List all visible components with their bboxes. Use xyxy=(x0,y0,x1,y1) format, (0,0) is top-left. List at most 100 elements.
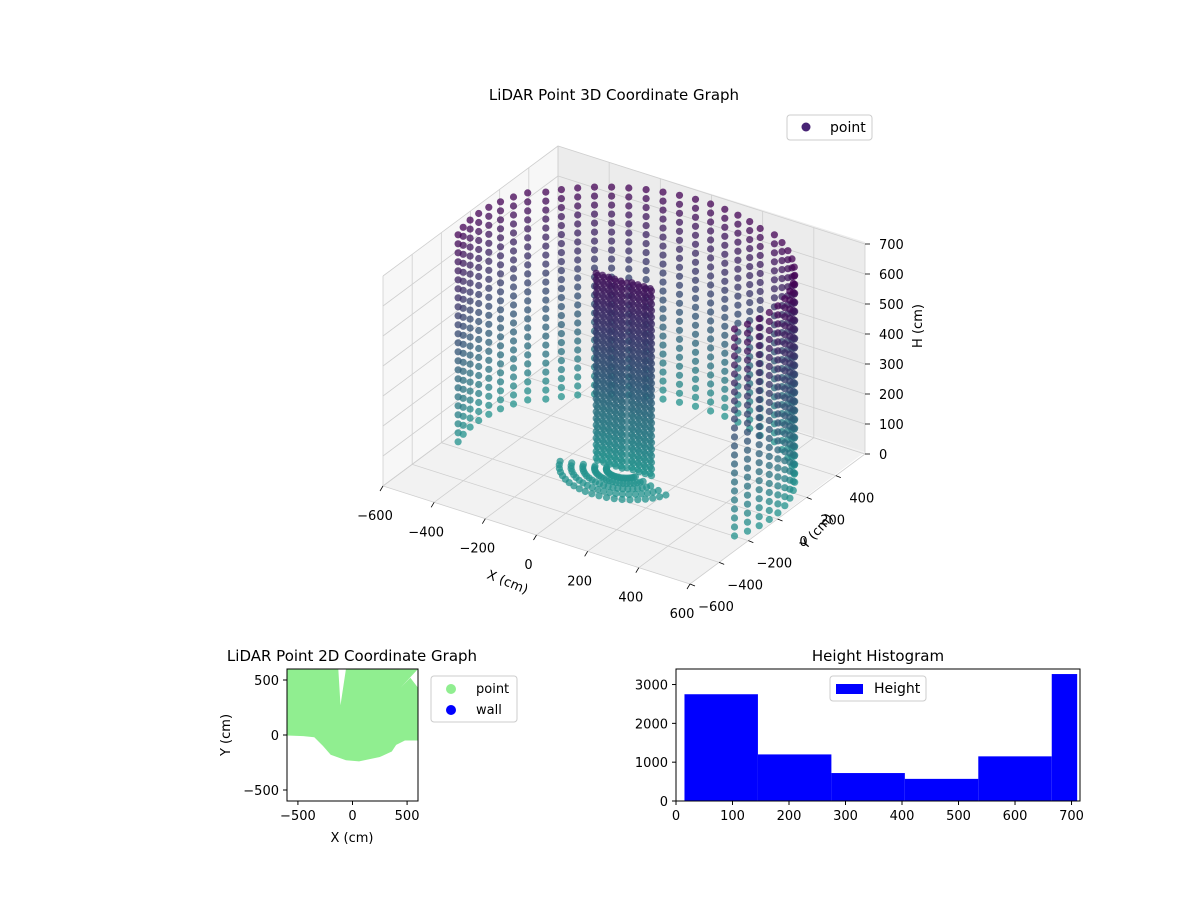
chart3d-point xyxy=(734,274,742,282)
chart3d-point xyxy=(629,400,637,408)
chart3d-point xyxy=(600,432,608,440)
chart3d-point xyxy=(590,246,599,254)
chart3d-point xyxy=(606,361,614,369)
chart3d-point xyxy=(590,219,599,227)
chart3d-point xyxy=(756,296,764,305)
chart3d-point xyxy=(606,427,614,435)
chart3d-point xyxy=(485,266,493,274)
chart3d-point xyxy=(755,504,763,512)
chart3d-point xyxy=(641,423,649,432)
chart3d-point xyxy=(475,308,483,317)
chart3d-point xyxy=(509,373,518,381)
chart3d-point xyxy=(675,200,684,208)
chart3d-point xyxy=(485,347,493,355)
chart3d-point xyxy=(659,305,667,313)
chart3d-point xyxy=(593,384,602,392)
chart3d-point xyxy=(557,195,566,203)
chart3d-point xyxy=(608,246,616,254)
chart3d-z-tick-label: 400 xyxy=(879,328,904,343)
chart3d-point xyxy=(509,337,518,345)
chart3d-point xyxy=(635,309,643,317)
chart3d-point xyxy=(743,518,752,526)
chart3d-point xyxy=(755,315,763,323)
chart3d-point xyxy=(454,258,462,266)
chart3d-y-tick xyxy=(806,496,812,500)
chart3d-point xyxy=(721,268,729,276)
chart3d-point xyxy=(618,326,626,334)
chart3d-point xyxy=(675,209,684,217)
chart3d-point xyxy=(755,360,763,368)
chart3d-point xyxy=(691,402,700,410)
chart3d-x-tick xyxy=(379,485,384,492)
chart3d-point xyxy=(557,321,566,329)
chart3d-point xyxy=(509,202,518,210)
chart3d-point xyxy=(496,198,505,206)
chart3d-point xyxy=(509,391,518,399)
chart3d-point xyxy=(542,359,550,367)
chart3d-point xyxy=(593,304,602,313)
chart3d-point xyxy=(590,210,599,218)
chart3d-point xyxy=(593,344,602,352)
chart3d-point xyxy=(557,231,566,239)
chart3d-point xyxy=(721,412,729,420)
chart3d-point xyxy=(781,385,789,393)
chart3d-point xyxy=(496,387,505,395)
chart3d-point xyxy=(612,409,620,417)
chart3d-point xyxy=(524,378,532,386)
chart3d-point xyxy=(635,461,643,469)
chart3d-point xyxy=(618,444,626,452)
chart3d-point xyxy=(765,335,773,344)
chart3d-point xyxy=(588,490,596,498)
chart3d-point xyxy=(600,280,608,288)
chart3d-point xyxy=(600,372,608,381)
chart3d-point xyxy=(743,383,752,391)
chart3d-point xyxy=(618,405,626,413)
chart3d-point xyxy=(593,423,602,431)
chart3d-point xyxy=(642,276,650,284)
chart3d-point xyxy=(608,192,616,200)
chart3d-point xyxy=(635,362,643,370)
chart3d-point xyxy=(612,449,620,457)
chart3d-point xyxy=(606,295,614,303)
chart3d-point xyxy=(629,334,637,342)
hist-legend-box xyxy=(829,675,927,702)
chart3d-point xyxy=(756,233,764,242)
chart3d-point xyxy=(642,213,650,221)
chart3d-point xyxy=(509,346,518,354)
chart3d-point xyxy=(626,496,634,504)
chart3d-point xyxy=(618,490,627,498)
chart3d-point xyxy=(454,429,462,437)
chart3d-point xyxy=(466,324,474,332)
chart3d-point xyxy=(791,271,799,279)
chart3d-point xyxy=(542,206,550,214)
chart3d-point xyxy=(606,335,614,343)
chart3d-point xyxy=(600,366,608,374)
chart3d-point xyxy=(618,385,626,393)
chart3d-point xyxy=(466,252,474,260)
chart3d-point xyxy=(721,223,729,231)
chart3d-point xyxy=(789,279,797,287)
chart3d-point xyxy=(647,432,656,440)
chart3d-point xyxy=(790,263,798,271)
hist-x-tick-label: 600 xyxy=(1003,809,1028,824)
chart3d-point xyxy=(647,359,656,368)
chart3d-point xyxy=(574,319,582,327)
chart3d-point xyxy=(647,373,656,381)
chart3d-point xyxy=(629,420,637,428)
chart3d-point xyxy=(721,277,729,285)
chart3d-point xyxy=(496,207,505,215)
chart3d-point xyxy=(612,442,620,450)
chart3d-point xyxy=(612,330,620,338)
chart3d-point xyxy=(675,272,684,280)
chart3d-point xyxy=(600,487,608,495)
chart3d-point xyxy=(475,353,483,362)
chart3d-point xyxy=(765,425,773,434)
chart3d-point xyxy=(629,439,637,447)
chart3d-point xyxy=(647,333,656,341)
chart3d-point xyxy=(593,311,602,319)
chart3d-point xyxy=(647,340,656,348)
chart3d-point xyxy=(746,290,754,298)
chart3d-point xyxy=(475,209,483,218)
chart3d-point xyxy=(774,446,782,454)
